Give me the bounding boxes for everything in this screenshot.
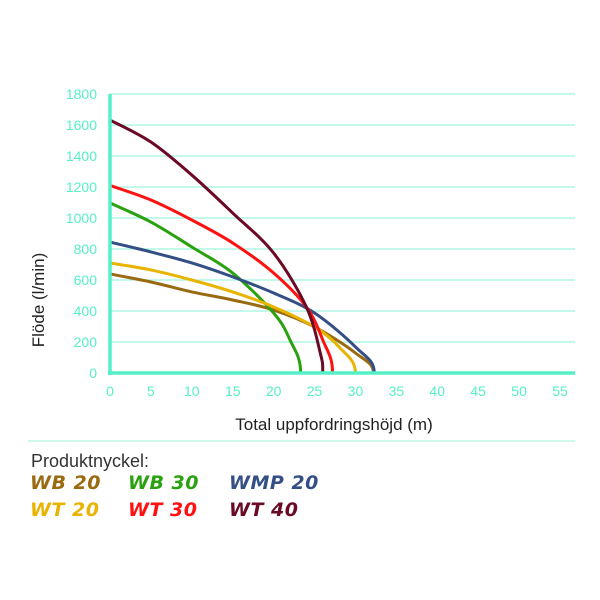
legend-item: WMP 20: [229, 472, 319, 494]
legend-item: WB 20: [30, 472, 101, 494]
x-tick-label: 50: [511, 383, 527, 399]
x-tick-label: 15: [225, 383, 241, 399]
x-tick-labels: 0 5 10 15 20 25 30 35 40 45 50 55: [106, 383, 568, 399]
axes: [108, 94, 575, 375]
gridlines: [110, 93, 575, 343]
x-tick-label: 5: [147, 383, 155, 399]
series-curve-wt-40: [108, 118, 325, 375]
series-curves: [108, 118, 376, 375]
y-tick-label: 600: [74, 272, 98, 288]
series-curve-wb-30: [108, 201, 303, 375]
series-curve-wt-30: [108, 183, 335, 375]
y-tick-label: 1600: [66, 117, 97, 133]
x-tick-label: 40: [429, 383, 445, 399]
y-tick-label: 800: [74, 241, 98, 257]
y-tick-labels: 0 200 400 600 800 1000 1200 1400 1600 1800: [66, 86, 97, 381]
y-tick-label: 1200: [66, 179, 97, 195]
series-curve-wmp-20: [108, 240, 376, 375]
x-tick-label: 25: [307, 383, 323, 399]
y-tick-label: 400: [74, 303, 98, 319]
y-tick-label: 0: [89, 365, 97, 381]
y-tick-label: 1000: [66, 210, 97, 226]
legend-item: WT 30: [128, 499, 198, 521]
legend-title: Produktnyckel:: [31, 451, 150, 471]
x-tick-label: 45: [470, 383, 486, 399]
x-tick-label: 35: [389, 383, 405, 399]
y-tick-label: 200: [74, 334, 98, 350]
legend-item: WT 40: [229, 499, 299, 521]
series-curve-wt-20: [108, 261, 357, 375]
series-curve-wb-20: [108, 272, 375, 375]
y-axis-title: Flöde (l/min): [29, 253, 48, 347]
legend-item: WT 20: [30, 499, 100, 521]
x-tick-label: 10: [184, 383, 200, 399]
legend-item: WB 30: [128, 472, 199, 494]
y-tick-label: 1400: [66, 148, 97, 164]
x-tick-label: 30: [348, 383, 364, 399]
x-tick-label: 0: [106, 383, 114, 399]
x-axis-title: Total uppfordringshöjd (m): [235, 415, 432, 434]
x-tick-label: 20: [266, 383, 282, 399]
x-tick-label: 55: [552, 383, 568, 399]
y-tick-label: 1800: [66, 86, 97, 102]
